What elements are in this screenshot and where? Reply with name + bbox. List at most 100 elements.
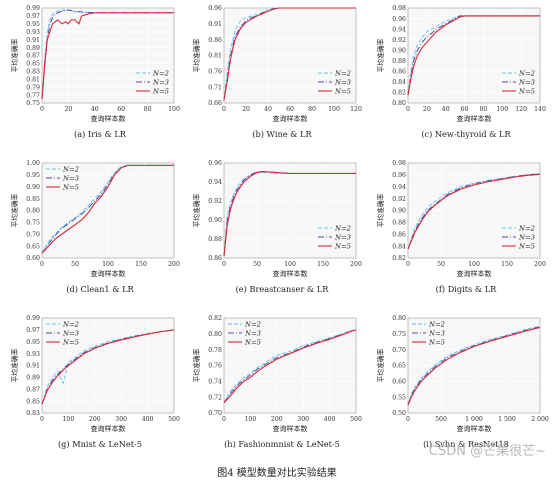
y-tick-label: 0.78: [208, 347, 222, 354]
x-tick-label: 200: [534, 261, 546, 268]
legend-label: N=2: [334, 224, 351, 232]
chart-panel-3: 0.80 0.82 0.84 0.86 0.88 0.90 0.92 0.94 0.96 0.98…: [376, 5, 546, 139]
figure-caption: 图4 模型数量对比实验结果: [217, 468, 337, 479]
legend-label: N=3: [334, 78, 351, 86]
chart-panel-4: 0.60 0.65 0.70 0.75 0.80 0.85 0.90 0.95 1.00 0 50 1…: [10, 160, 180, 294]
y-tick-label: 1.00: [26, 160, 40, 167]
series-line-n2: [41, 9, 174, 100]
x-tick-label: 100: [244, 416, 256, 423]
y-axis-label: 平均准确率: [192, 193, 201, 227]
x-tick-label: 400: [142, 416, 154, 423]
series-line-n5: [223, 170, 356, 257]
y-axis-label: 平均准确率: [192, 38, 201, 72]
axes-frame: [41, 162, 175, 259]
y-tick-label: 0.95: [26, 21, 40, 28]
y-tick-label: 0.95: [26, 339, 40, 346]
x-tick-label: 500: [350, 416, 362, 423]
y-tick-label: 0.94: [392, 184, 406, 191]
y-tick-label: 0.89: [26, 375, 40, 382]
y-tick-label: 0.81: [26, 76, 40, 83]
y-tick-label: 0.77: [26, 92, 40, 99]
y-tick-label: 0.97: [26, 13, 40, 20]
y-tick-label: 0.87: [26, 53, 40, 60]
legend-label: N=3: [334, 233, 351, 241]
y-tick-label: 0.97: [26, 327, 40, 334]
y-tick-label: 0.86: [392, 69, 406, 76]
x-tick-label: 40: [264, 106, 272, 113]
x-tick-label: 60: [117, 106, 125, 113]
x-tick-label: 0: [40, 261, 44, 268]
y-tick-label: 0.90: [208, 217, 222, 224]
x-axis-label: 查询样本数: [273, 424, 308, 433]
x-tick-label: 50: [437, 261, 445, 268]
x-tick-label: 150: [501, 261, 513, 268]
legend-label: N=2: [152, 69, 169, 77]
y-tick-label: 0.99: [26, 5, 40, 12]
panel-caption: (a) Iris & LR: [74, 129, 127, 139]
x-axis-label: 查询样本数: [91, 424, 126, 433]
y-axis-label: 平均准确率: [376, 348, 385, 382]
series-line-n2: [407, 15, 540, 96]
chart-panel-7: 0.83 0.85 0.87 0.89 0.91 0.93 0.95 0.97 0.99 0 100…: [10, 315, 180, 449]
x-axis-label: 查询样本数: [273, 269, 308, 278]
y-tick-label: 0.93: [26, 29, 40, 36]
y-axis-label: 平均准确率: [192, 348, 201, 382]
y-tick-label: 0.90: [392, 208, 406, 215]
series-line-n5: [41, 329, 175, 405]
legend-label: N=3: [152, 78, 169, 86]
x-tick-label: 50: [71, 261, 79, 268]
axes-frame: [407, 7, 541, 104]
chart-panel-2: 0.66 0.71 0.76 0.81 0.86 0.91 0.96 0 20 40 60 80 100…: [192, 5, 362, 139]
y-tick-label: 0.88: [392, 58, 406, 65]
legend-label: N=2: [334, 69, 351, 77]
series-line-n2: [407, 173, 541, 250]
y-axis-label: 平均准确率: [376, 38, 385, 72]
legend-label: N=2: [62, 320, 79, 328]
y-tick-label: 0.91: [26, 37, 40, 44]
x-tick-label: 100: [102, 261, 114, 268]
x-tick-label: 0: [40, 106, 44, 113]
x-axis-label: 查询样本数: [457, 269, 492, 278]
legend-label: N=5: [152, 87, 169, 95]
series-line-n3: [41, 329, 175, 405]
x-tick-label: 200: [271, 416, 283, 423]
y-tick-label: 0.92: [392, 37, 406, 44]
y-tick-label: 0.60: [392, 379, 406, 386]
x-tick-label: 20: [242, 106, 250, 113]
y-tick-label: 0.87: [26, 386, 40, 393]
y-axis-label: 平均准确率: [10, 348, 19, 382]
x-tick-label: 400: [324, 416, 336, 423]
series-line-n2: [41, 329, 175, 405]
x-tick-label: 1 500: [498, 416, 516, 423]
x-axis-label: 查询样本数: [457, 114, 492, 123]
legend-label: N=5: [334, 242, 351, 250]
x-tick-label: 1 000: [465, 416, 483, 423]
x-tick-label: 150: [135, 261, 147, 268]
axes-frame: [41, 7, 175, 104]
y-tick-label: 0.92: [392, 196, 406, 203]
y-tick-label: 0.85: [26, 61, 40, 68]
panel-caption: (i) Svhn & ResNet18: [423, 439, 509, 449]
x-tick-label: 300: [297, 416, 309, 423]
y-tick-label: 0.95: [26, 172, 40, 179]
x-tick-label: 500: [168, 416, 180, 423]
y-tick-label: 0.65: [392, 363, 406, 370]
y-axis-label: 平均准确率: [10, 38, 19, 72]
x-axis-label: 查询样本数: [273, 114, 308, 123]
series-line-n3: [41, 9, 174, 100]
y-tick-label: 0.65: [26, 243, 40, 250]
series-line-n5: [223, 329, 357, 404]
panel-caption: (b) Wine & LR: [252, 129, 312, 139]
y-tick-label: 0.94: [392, 26, 406, 33]
y-tick-label: 0.92: [208, 198, 222, 205]
y-tick-label: 0.82: [392, 255, 406, 262]
axes-frame: [41, 317, 175, 414]
y-tick-label: 0.94: [208, 179, 222, 186]
y-tick-label: 0.85: [26, 398, 40, 405]
y-tick-label: 0.83: [26, 69, 40, 76]
axes-frame: [407, 317, 541, 414]
y-tick-label: 0.80: [392, 100, 406, 107]
legend-label: N=3: [62, 329, 79, 337]
y-tick-label: 0.80: [208, 331, 222, 338]
legend-label: N=5: [244, 338, 261, 346]
